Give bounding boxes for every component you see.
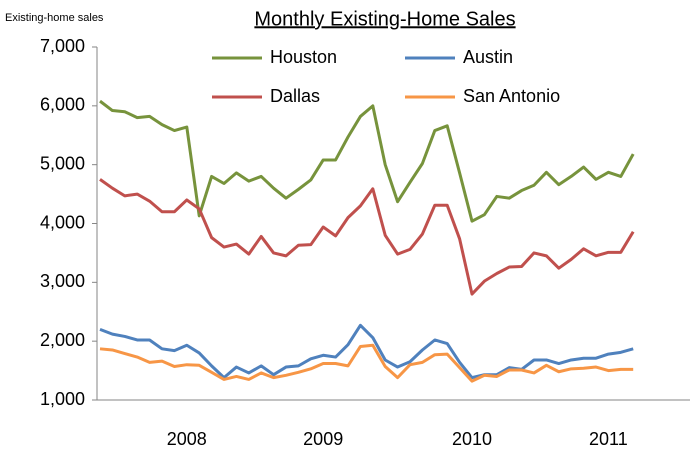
series-line bbox=[99, 323, 634, 380]
y-tick-label: 2,000 bbox=[40, 330, 85, 350]
x-tick-label: 2010 bbox=[452, 429, 492, 449]
series-line bbox=[99, 343, 634, 383]
legend-label: San Antonio bbox=[463, 86, 560, 106]
legend-label: Dallas bbox=[270, 86, 320, 106]
y-tick-label: 3,000 bbox=[40, 271, 85, 291]
series-line bbox=[99, 99, 635, 223]
series-line bbox=[99, 178, 635, 296]
chart-title: Monthly Existing-Home Sales bbox=[254, 8, 515, 30]
x-tick-label: 2008 bbox=[167, 429, 207, 449]
x-tick-label: 2009 bbox=[303, 429, 343, 449]
x-tick-label: 2011 bbox=[589, 429, 628, 449]
legend-label: Austin bbox=[463, 47, 513, 67]
y-tick-label: 7,000 bbox=[40, 36, 85, 56]
legend-label: Houston bbox=[270, 47, 337, 67]
y-axis-label: Existing-home sales bbox=[5, 12, 104, 24]
y-tick-label: 1,000 bbox=[40, 389, 85, 409]
y-tick-label: 4,000 bbox=[40, 212, 85, 232]
y-tick-label: 6,000 bbox=[40, 95, 85, 115]
y-tick-label: 5,000 bbox=[40, 153, 85, 173]
